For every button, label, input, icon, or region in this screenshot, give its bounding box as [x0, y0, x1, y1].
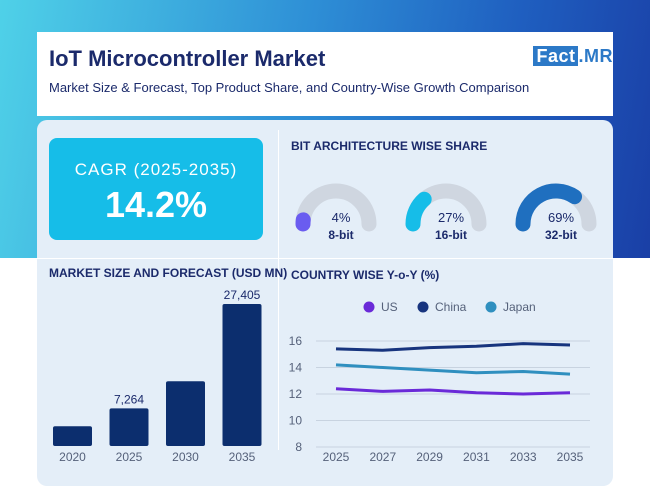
gauge-16-bit-arc — [405, 183, 487, 232]
series-line-us — [335, 387, 571, 396]
gauge-8-bit-arc — [295, 183, 377, 232]
x-tick-label: 2025 — [323, 450, 350, 464]
series-line-japan — [335, 363, 571, 376]
gauge-8-bit-label: 8-bit — [328, 228, 354, 242]
logo-fact: Fact — [533, 46, 579, 66]
gauge-16-bit-pct: 27% — [437, 210, 465, 225]
gauge-32-bit-arc — [515, 183, 597, 232]
gauge-16-bit-label: 16-bit — [434, 228, 467, 242]
bar-2020 — [53, 426, 92, 446]
vertical-divider — [278, 130, 279, 450]
cagr-label: CAGR (2025-2035) — [74, 160, 238, 179]
bar-tick-label: 2030 — [172, 450, 199, 464]
series-line-china — [335, 342, 571, 352]
y-tick-label: 16 — [289, 334, 303, 348]
factmr-logo: Fact .MR — [533, 46, 613, 67]
bar-data-label: 27,405 — [224, 288, 261, 302]
x-tick-label: 2031 — [463, 450, 490, 464]
bar-tick-label: 2035 — [229, 450, 256, 464]
page-title: IoT Microcontroller Market — [49, 46, 326, 71]
gauge-8-bit-pct: 4% — [331, 210, 351, 225]
cagr-value: 14.2% — [104, 184, 208, 225]
horizontal-divider — [37, 258, 613, 259]
page-subtitle: Market Size & Forecast, Top Product Shar… — [49, 80, 530, 95]
header-card: IoT Microcontroller Market Market Size &… — [37, 32, 613, 116]
gauge-fill — [405, 191, 432, 232]
bar-tick-label: 2025 — [116, 450, 143, 464]
x-tick-label: 2033 — [510, 450, 537, 464]
bar-2035 — [222, 304, 262, 446]
bit-share-title: BIT ARCHITECTURE WISE SHARE — [291, 139, 488, 153]
y-tick-label: 14 — [289, 361, 303, 375]
bar-data-label: 7,264 — [114, 392, 144, 406]
x-tick-label: 2027 — [369, 450, 396, 464]
legend-label-us: US — [381, 300, 398, 314]
gauge-32-bit-pct: 69% — [547, 210, 575, 225]
legend-label-japan: Japan — [503, 300, 536, 314]
legend-marker-japan — [485, 301, 497, 313]
bar-2025 — [109, 408, 149, 446]
line-chart-title: COUNTRY WISE Y-o-Y (%) — [291, 268, 440, 282]
gauge-track — [295, 183, 377, 232]
legend-marker-china — [417, 301, 429, 313]
y-tick-label: 10 — [289, 414, 303, 428]
gauge-8-bit: 4% 8-bit — [291, 182, 381, 242]
legend-marker-us — [363, 301, 375, 313]
logo-mr: MR — [584, 46, 613, 66]
x-tick-label: 2029 — [416, 450, 443, 464]
gauge-32-bit: 69% 32-bit — [511, 182, 601, 242]
bar-2030 — [166, 381, 205, 446]
legend-label-china: China — [435, 300, 467, 314]
bar-chart-title: MARKET SIZE AND FORECAST (USD MN) — [49, 266, 288, 280]
y-tick-label: 8 — [295, 440, 302, 454]
y-tick-label: 12 — [289, 387, 303, 401]
logo-dot: . — [578, 46, 584, 66]
x-tick-label: 2035 — [557, 450, 584, 464]
bar-tick-label: 2020 — [59, 450, 86, 464]
gauge-fill — [515, 183, 583, 232]
cagr-card: CAGR (2025-2035) 14.2% — [49, 138, 263, 240]
gauge-32-bit-label: 32-bit — [544, 228, 577, 242]
gauge-16-bit: 27% 16-bit — [401, 182, 491, 242]
